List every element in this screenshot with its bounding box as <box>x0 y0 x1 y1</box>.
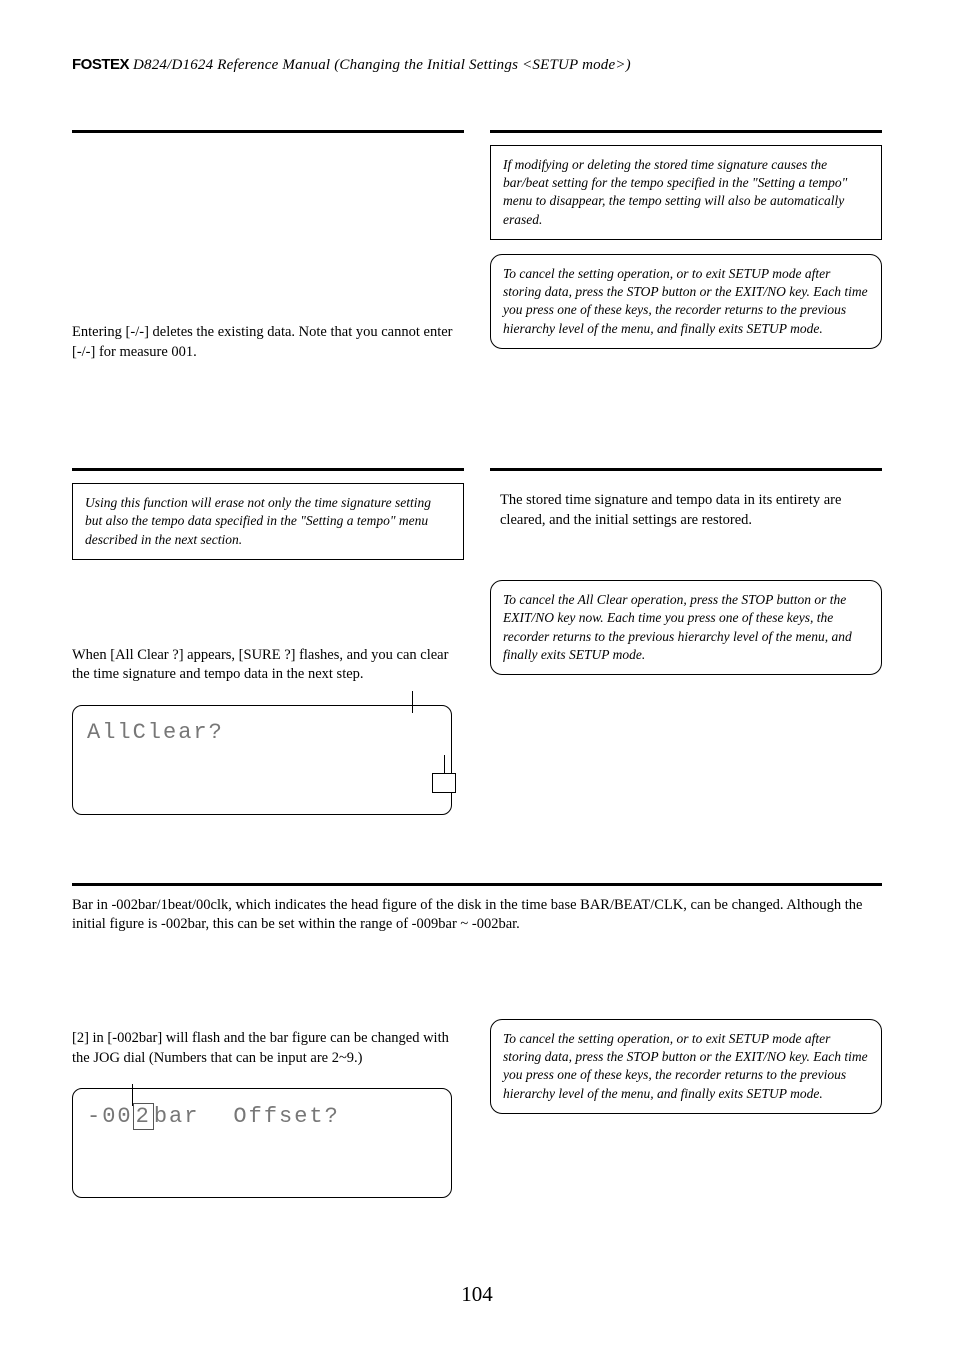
brand-logo: FOSTEX <box>72 56 129 73</box>
body-paragraph: When [All Clear ?] appears, [SURE ?] fla… <box>72 646 464 685</box>
section-bar-offset: Bar in -002bar/1beat/00clk, which indica… <box>72 883 882 1248</box>
body-paragraph: Bar in -002bar/1beat/00clk, which indica… <box>72 896 882 935</box>
callout-box-icon <box>432 773 456 793</box>
note-box: If modifying or deleting the stored time… <box>490 145 882 240</box>
info-box: To cancel the setting operation, or to e… <box>490 1019 882 1114</box>
page-number: 104 <box>72 1282 882 1307</box>
page-header: FOSTEX D824/D1624 Reference Manual (Chan… <box>72 56 882 74</box>
lcd-text: AllClear? <box>87 720 224 745</box>
section-all-clear: Using this function will erase not only … <box>72 468 882 845</box>
section-rule <box>72 883 882 886</box>
lcd-text-prefix: -00 <box>87 1104 133 1129</box>
note-box: Using this function will erase not only … <box>72 483 464 560</box>
lcd-flashing-digit: 2 <box>133 1103 154 1130</box>
section-rule <box>72 468 464 471</box>
body-paragraph: [2] in [-002bar] will flash and the bar … <box>72 1029 464 1068</box>
info-box: To cancel the All Clear operation, press… <box>490 580 882 675</box>
section-rule <box>490 130 882 133</box>
callout-line-icon <box>444 755 445 775</box>
manual-page: FOSTEX D824/D1624 Reference Manual (Chan… <box>0 0 954 1347</box>
section-rule <box>490 468 882 471</box>
lcd-text-mid: bar <box>154 1104 200 1129</box>
lcd-display: AllClear? <box>72 705 452 825</box>
section-rule <box>72 130 464 133</box>
section-delete-data: Entering [-/-] deletes the existing data… <box>72 130 882 378</box>
body-paragraph: Entering [-/-] deletes the existing data… <box>72 323 464 362</box>
lcd-display: -002bar Offset? <box>72 1088 452 1228</box>
header-title: D824/D1624 Reference Manual (Changing th… <box>133 57 631 73</box>
body-paragraph: The stored time signature and tempo data… <box>490 491 882 530</box>
lcd-text-right: Offset? <box>233 1104 339 1129</box>
info-box: To cancel the setting operation, or to e… <box>490 254 882 349</box>
